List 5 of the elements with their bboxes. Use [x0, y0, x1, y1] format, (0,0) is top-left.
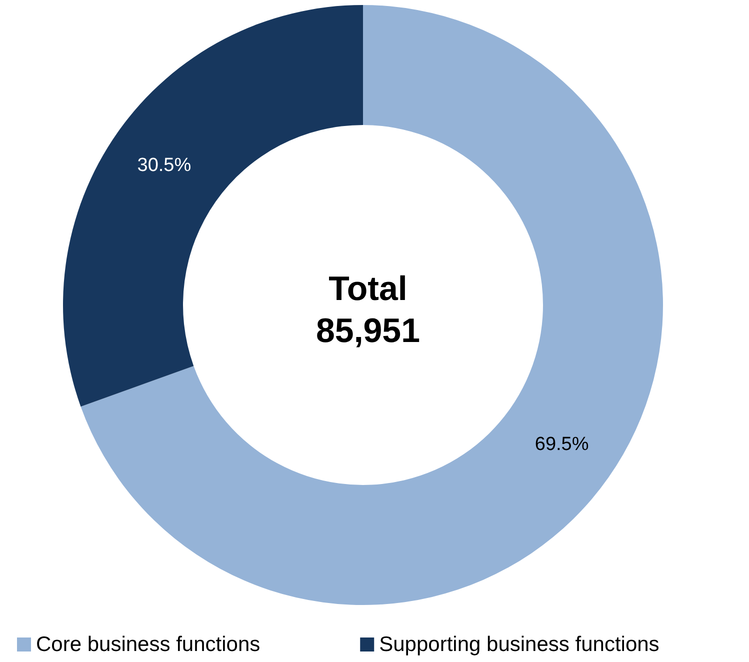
legend-label: Core business functions [36, 633, 260, 656]
data-label: 69.5% [534, 434, 589, 456]
data-label: 30.5% [137, 154, 192, 176]
text: Total 85,951 [316, 270, 420, 350]
legend-label: Supporting business functions [379, 633, 660, 656]
